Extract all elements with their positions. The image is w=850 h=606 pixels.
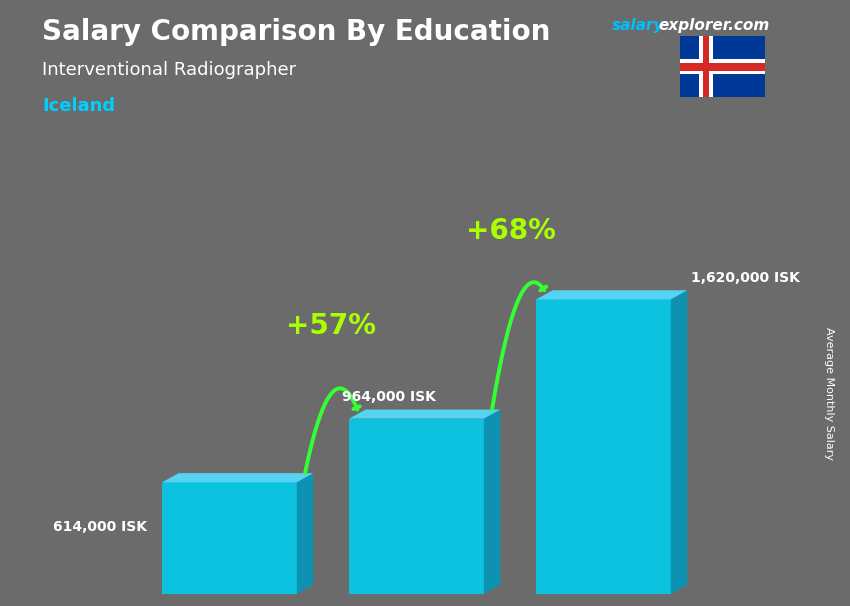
Polygon shape — [484, 410, 501, 594]
Text: +68%: +68% — [466, 217, 556, 245]
Text: Average Monthly Salary: Average Monthly Salary — [824, 327, 834, 461]
Polygon shape — [162, 482, 297, 594]
Text: Interventional Radiographer: Interventional Radiographer — [42, 61, 297, 79]
Polygon shape — [680, 36, 765, 97]
Text: Salary Comparison By Education: Salary Comparison By Education — [42, 18, 551, 46]
Polygon shape — [349, 419, 484, 594]
Polygon shape — [703, 36, 709, 97]
Polygon shape — [349, 410, 501, 419]
Polygon shape — [699, 36, 713, 97]
Text: salary: salary — [612, 18, 665, 33]
Polygon shape — [162, 473, 314, 482]
Polygon shape — [536, 299, 671, 594]
Text: explorer.com: explorer.com — [659, 18, 770, 33]
Text: 1,620,000 ISK: 1,620,000 ISK — [691, 271, 800, 285]
Text: +57%: +57% — [286, 313, 377, 341]
Polygon shape — [680, 62, 765, 71]
Polygon shape — [536, 290, 688, 299]
Text: 614,000 ISK: 614,000 ISK — [54, 520, 147, 534]
Polygon shape — [297, 473, 314, 594]
Text: 964,000 ISK: 964,000 ISK — [342, 390, 435, 404]
Polygon shape — [680, 59, 765, 75]
Text: Iceland: Iceland — [42, 97, 116, 115]
Polygon shape — [671, 290, 688, 594]
